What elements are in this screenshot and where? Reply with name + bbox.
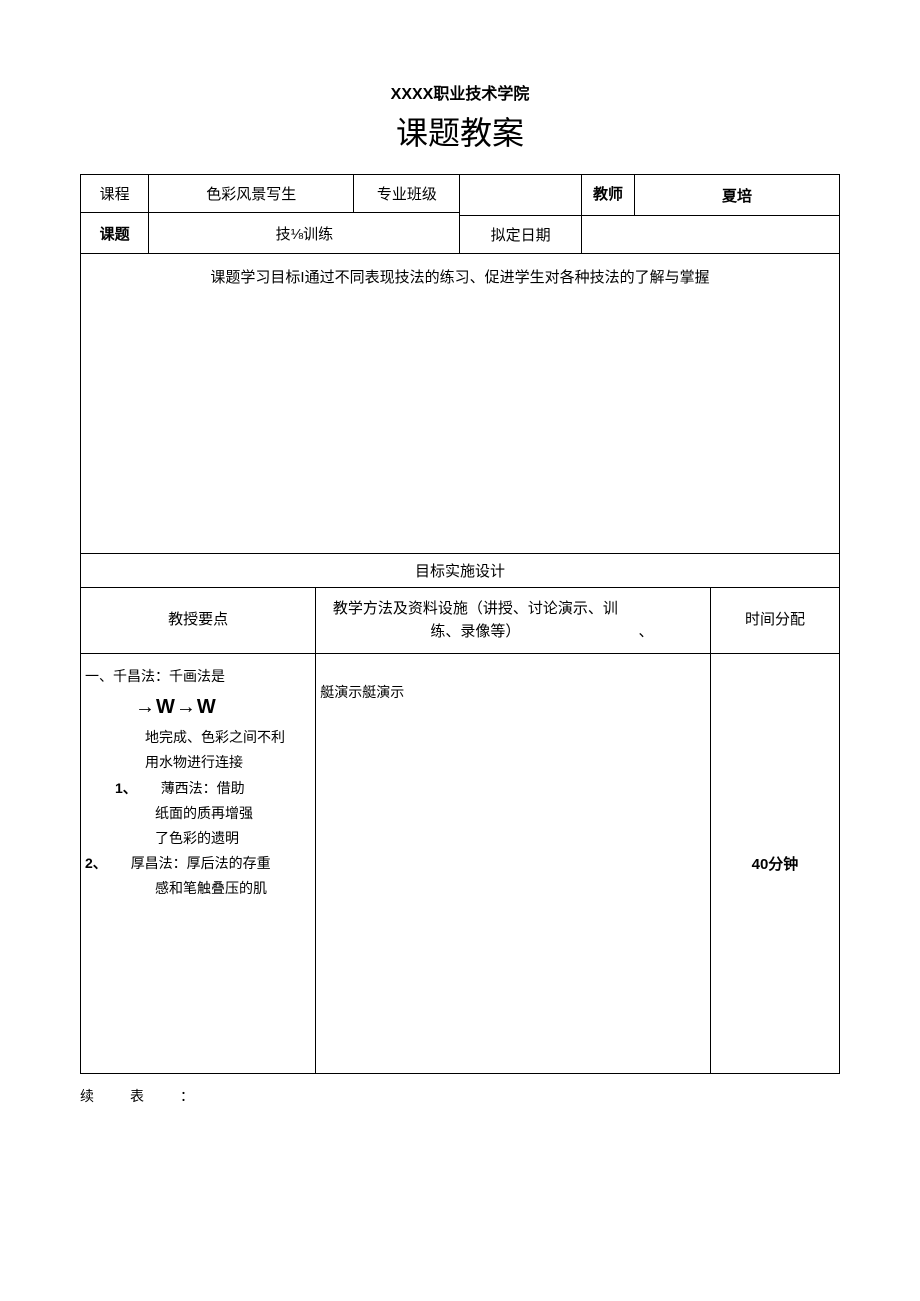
point-line-3: 用水物进行连接 — [85, 750, 311, 775]
lesson-plan-table: 课程 色彩风景写生 专业班级 教师 夏培 课题 技⅛训练 拟定日期 课题学习目标… — [80, 174, 840, 1074]
document-title: 课题教案 — [80, 108, 840, 154]
topic-value: 技⅛训练 — [149, 213, 460, 254]
design-header-row: 目标实施设计 — [81, 554, 840, 588]
class-value — [460, 175, 581, 216]
info-row-1: 课程 色彩风景写生 专业班级 教师 夏培 — [81, 175, 840, 213]
date-label: 拟定日期 — [460, 216, 581, 254]
col-header-methods-suffix: 、 — [635, 588, 711, 654]
point-line-1: 一、千昌法：千画法是 — [85, 664, 311, 689]
course-label: 课程 — [81, 175, 149, 213]
point-2-text: 厚昌法：厚后法的存重 — [111, 855, 271, 871]
col-header-points: 教授要点 — [81, 588, 316, 654]
arrow-notation: →W→W — [85, 689, 311, 725]
points-wrapper: 一、千昌法：千画法是 →W→W 地完成、色彩之间不利 用水物进行连接 1、 薄西… — [85, 664, 311, 902]
point-1-sub1: 纸面的质再增强 — [85, 801, 311, 826]
design-header: 目标实施设计 — [81, 554, 840, 588]
col-header-time: 时间分配 — [710, 588, 839, 654]
column-header-row: 教授要点 教学方法及资料设施（讲授、讨论演示、训练、录像等） 、 时间分配 — [81, 588, 840, 654]
point-item-2: 2、 厚昌法：厚后法的存重 — [85, 851, 311, 876]
teacher-label: 教师 — [581, 175, 634, 216]
point-line-2: 地完成、色彩之间不利 — [85, 725, 311, 750]
methods-cell: 艇演示艇演示 — [316, 654, 711, 1074]
col-header-methods: 教学方法及资料设施（讲授、讨论演示、训练、录像等） — [316, 588, 635, 654]
topic-label: 课题 — [81, 213, 149, 254]
point-2-sub: 感和笔触叠压的肌 — [85, 876, 311, 901]
institution-name: XXXX职业技术学院 — [80, 80, 840, 104]
date-value — [581, 216, 839, 254]
course-value: 色彩风景写生 — [149, 175, 354, 213]
content-row: 一、千昌法：千画法是 →W→W 地完成、色彩之间不利 用水物进行连接 1、 薄西… — [81, 654, 840, 1074]
teacher-value: 夏培 — [635, 175, 840, 216]
continuation-label: 续表： — [80, 1086, 840, 1106]
time-allocation: 40分钟 — [710, 654, 839, 1074]
teaching-points-cell: 一、千昌法：千画法是 →W→W 地完成、色彩之间不利 用水物进行连接 1、 薄西… — [81, 654, 316, 1074]
methods-text: 艇演示艇演示 — [320, 664, 706, 702]
point-1-number: 1、 — [85, 780, 137, 796]
class-label: 专业班级 — [354, 175, 460, 213]
objective-text: 课题学习目标I通过不同表现技法的练习、促进学生对各种技法的了解与掌握 — [81, 254, 840, 554]
objective-row: 课题学习目标I通过不同表现技法的练习、促进学生对各种技法的了解与掌握 — [81, 254, 840, 554]
point-1-text: 薄西法：借助 — [141, 780, 245, 796]
point-item-1: 1、 薄西法：借助 — [85, 776, 311, 801]
point-2-number: 2、 — [85, 855, 107, 871]
point-1-sub2: 了色彩的遗明 — [85, 826, 311, 851]
